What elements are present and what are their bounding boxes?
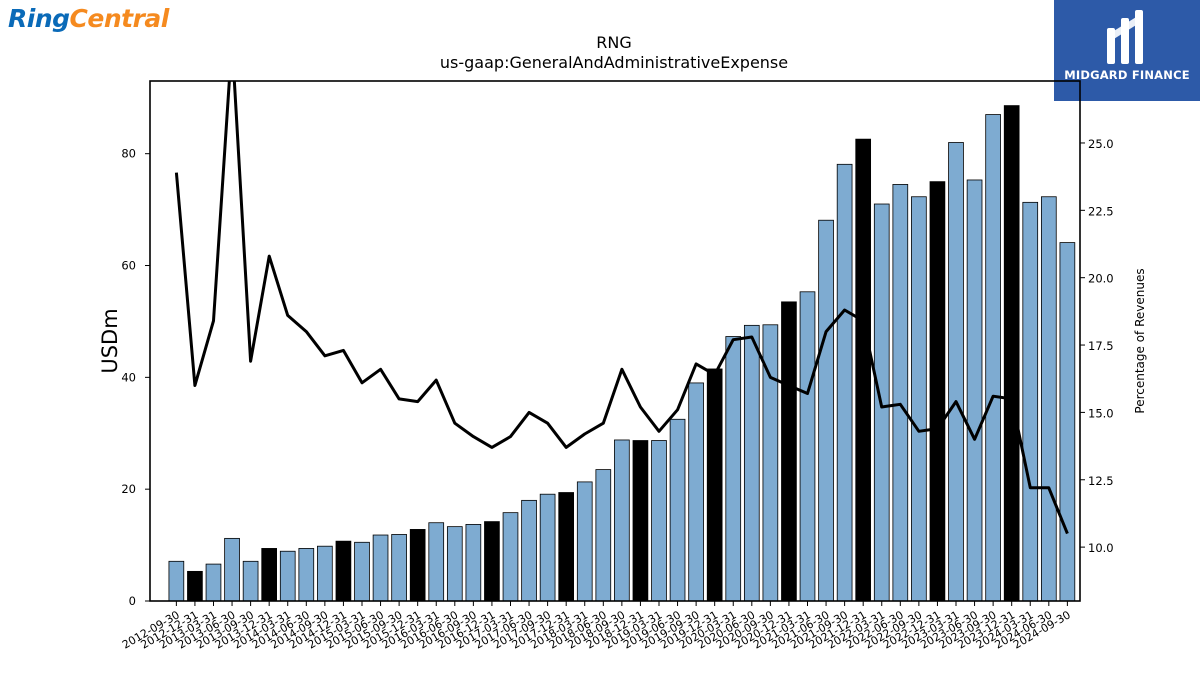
y2-tick-label: 12.5 (1088, 474, 1114, 488)
bar (465, 523, 482, 602)
bar (725, 336, 742, 602)
bar (168, 560, 185, 602)
bar (242, 560, 259, 602)
chart-subtitle: us-gaap:GeneralAndAdministrativeExpense (440, 53, 788, 72)
bar (1040, 196, 1057, 602)
y2-tick-label: 20.0 (1088, 272, 1114, 286)
y-tick-label: 0 (129, 594, 136, 608)
bar (576, 481, 593, 602)
bar (892, 184, 909, 602)
bar (354, 541, 370, 602)
bar (706, 368, 723, 602)
bar (1059, 242, 1076, 602)
bar (205, 563, 222, 602)
line-path (174, 81, 1069, 535)
bar (484, 521, 500, 602)
line-series (174, 81, 1069, 535)
bar (224, 537, 240, 602)
bar (1022, 201, 1039, 602)
bar (187, 570, 203, 602)
chart-title: RNG (596, 33, 631, 52)
plot-frame (149, 80, 1081, 602)
bar (855, 138, 872, 602)
bar (372, 534, 389, 602)
badge-label: MIDGARD FINANCE (1064, 68, 1190, 82)
logo-part-central: Central (69, 4, 170, 33)
bar (743, 324, 760, 602)
bar (539, 493, 556, 602)
y-tick-label: 40 (121, 370, 136, 384)
bar (911, 196, 927, 602)
y-axis-left-ticks: 0 20 40 60 80 (121, 147, 150, 608)
y2-tick-label: 25.0 (1088, 137, 1114, 151)
bar (409, 529, 426, 602)
bar (688, 382, 704, 602)
bar (558, 492, 575, 602)
bar (985, 114, 1001, 602)
bar (298, 548, 315, 602)
ringcentral-logo: RingCentral (8, 4, 188, 38)
y-tick-label: 60 (121, 259, 136, 273)
y-axis-right-ticks: 10.0 12.5 15.0 17.5 20.0 22.5 25.0 (1080, 137, 1114, 555)
bar (818, 219, 834, 602)
y2-tick-label: 17.5 (1088, 339, 1114, 353)
bar (632, 440, 649, 602)
y2-tick-label: 10.0 (1088, 541, 1114, 555)
bar (446, 526, 463, 602)
bar (428, 522, 445, 602)
y2-axis-label: Percentage of Revenues (1133, 268, 1147, 413)
bar (948, 142, 964, 602)
x-axis-ticks: 2012-09-302012-12-312013-03-312013-06-30… (120, 601, 1073, 652)
bar (261, 548, 277, 602)
bar-series (168, 105, 1076, 602)
bar (929, 181, 946, 602)
y-tick-label: 80 (121, 147, 136, 161)
midgard-finance-badge: MIDGARD FINANCE (1054, 0, 1200, 101)
y-tick-label: 20 (121, 482, 136, 496)
midgard-finance-emblem-icon (1107, 10, 1143, 64)
bar (651, 440, 667, 602)
bar (669, 418, 686, 602)
bar (1003, 105, 1020, 602)
bar (836, 163, 853, 602)
bar (781, 301, 797, 602)
bar (502, 512, 519, 602)
bar (335, 540, 352, 602)
bar (279, 550, 296, 602)
y2-tick-label: 22.5 (1088, 204, 1114, 218)
bar (966, 179, 983, 602)
logo-part-ring: Ring (8, 4, 70, 33)
bar (317, 545, 333, 602)
y-axis-label: USDm (98, 308, 122, 373)
bar (614, 439, 630, 602)
bar (595, 469, 612, 602)
bar (799, 291, 816, 602)
y2-tick-label: 15.0 (1088, 406, 1114, 420)
bar (521, 499, 537, 602)
bar (391, 534, 407, 602)
